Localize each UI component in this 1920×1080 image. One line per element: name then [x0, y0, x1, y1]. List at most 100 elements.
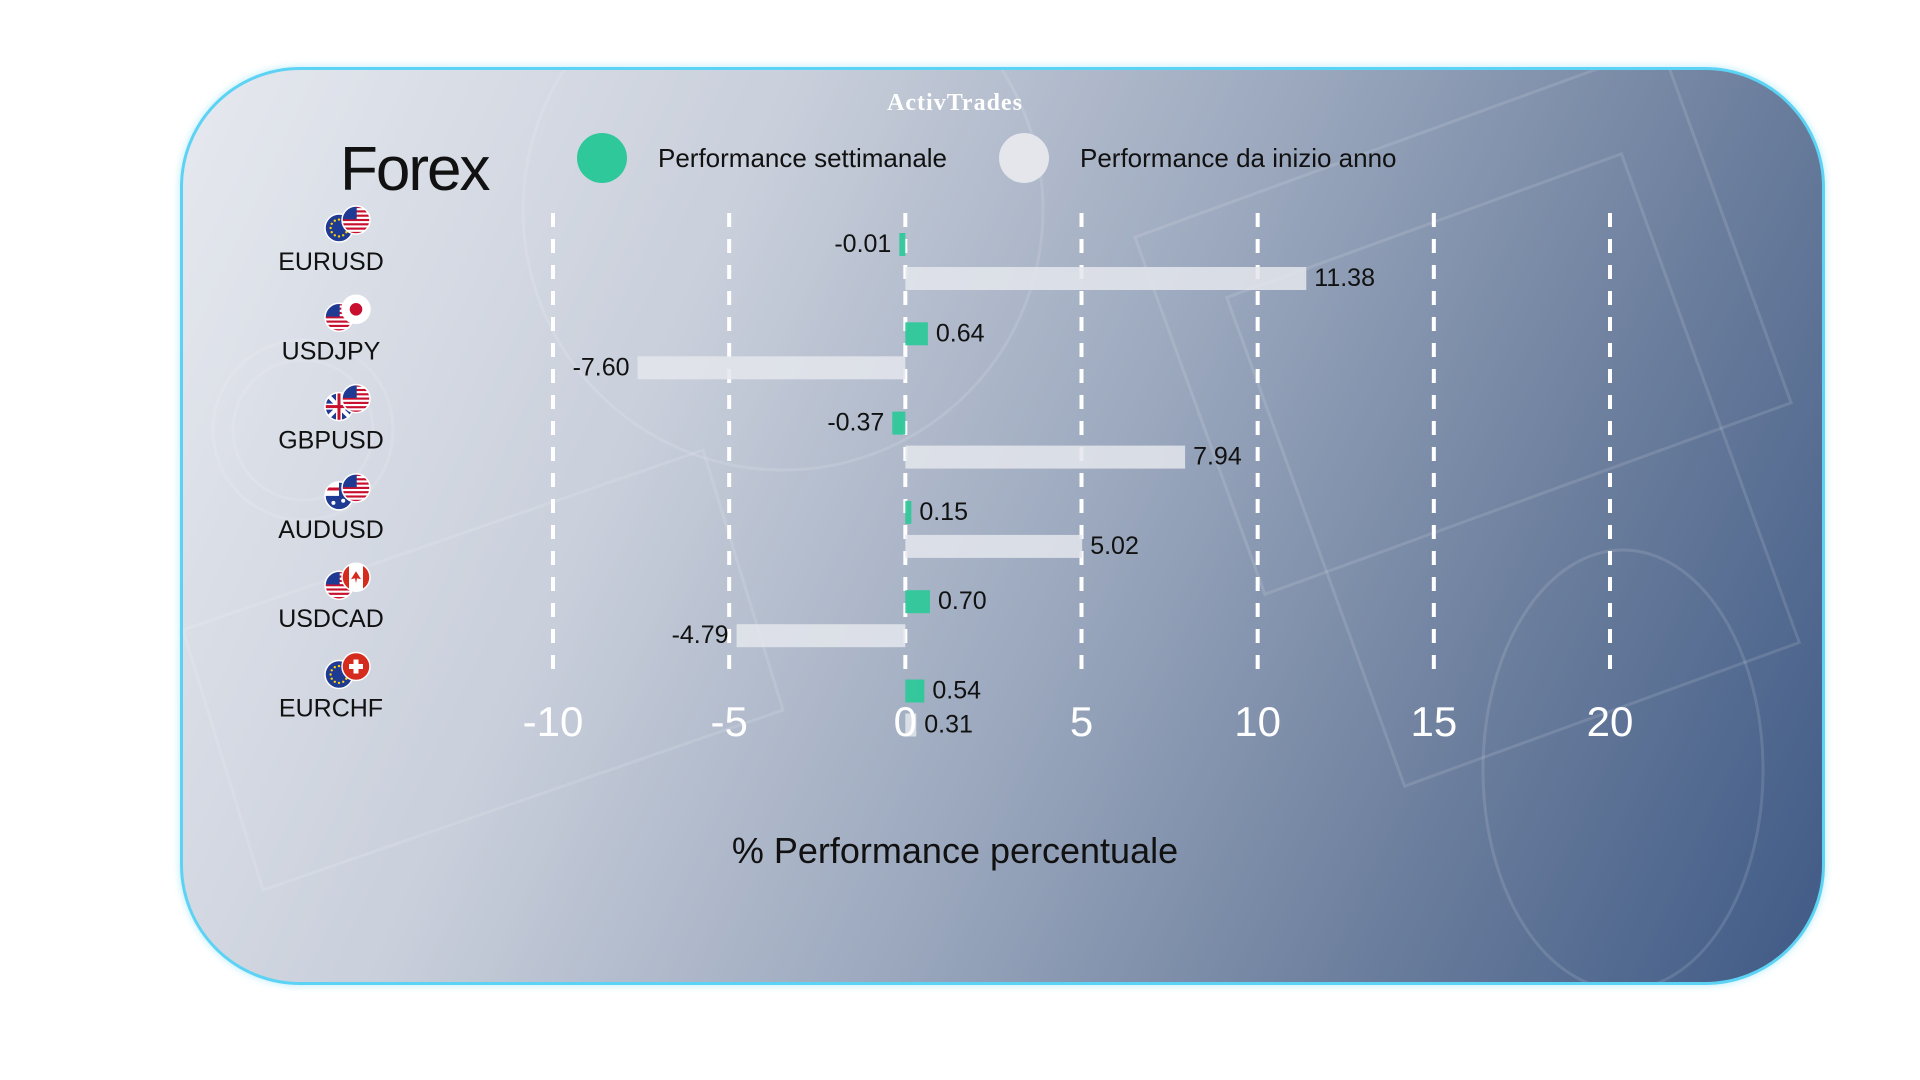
ytd-value-label: 11.38: [1314, 264, 1375, 292]
legend-label-2: Performance da inizio anno: [1080, 143, 1397, 173]
ytd-bar: [905, 534, 1083, 558]
ca-flag-icon: [342, 563, 370, 592]
x-tick-label: -10: [523, 698, 584, 745]
x-axis-label: % Performance percentuale: [732, 830, 1178, 871]
flag-cross-red: [325, 487, 339, 491]
flag-star: [330, 677, 333, 680]
flag-stripe: [342, 231, 370, 234]
ytd-bar: [736, 624, 906, 648]
bars: -0.01 11.38 0.64 -7.60 -0.37 7.94 0.15 5.02 0.70…: [573, 230, 1375, 739]
flag-stripe: [342, 218, 370, 222]
flag-star: [342, 680, 345, 683]
us-flag-icon: [342, 384, 370, 413]
weekly-value-label: 0.64: [936, 319, 985, 347]
category-labels: EURUSD USDJPY GBPUSD AUDUSD USDCAD EURCHF: [278, 205, 384, 723]
flag-stripe: [325, 329, 353, 332]
category-gbpusd: GBPUSD: [278, 383, 384, 455]
flag-star: [333, 666, 336, 669]
flag-stripe: [342, 410, 370, 413]
weekly-value-label: 0.54: [932, 677, 981, 705]
flag-cross: [353, 659, 359, 674]
flag-leaf: [351, 571, 361, 584]
flag-stripe: [325, 320, 353, 323]
flag-stripe: [325, 324, 353, 327]
weekly-bar: [905, 500, 912, 524]
x-tick-label: 10: [1234, 698, 1281, 745]
flag-band: [363, 563, 370, 592]
flag-star: [331, 500, 336, 505]
category-label: EURUSD: [278, 248, 384, 276]
flag-stripe: [342, 227, 370, 230]
x-tick-label: 20: [1587, 698, 1634, 745]
x-tick-labels: -10 -5 0 5 10 15 20: [523, 698, 1634, 745]
weekly-value-label: 0.70: [938, 587, 987, 615]
flag-stripe: [342, 406, 370, 409]
category-eurchf: EURCHF: [279, 651, 383, 723]
us-flag-icon: [342, 206, 370, 234]
flag-stripe: [342, 499, 370, 502]
category-label: AUDUSD: [278, 516, 384, 544]
flag-stripe: [325, 592, 353, 595]
flag-outline: [341, 651, 371, 682]
flag-star: [341, 498, 346, 503]
ch-flag-icon: [342, 652, 370, 681]
flag-outline: [341, 562, 371, 592]
weekly-bar: [905, 590, 930, 614]
flag-stripe: [325, 588, 353, 591]
flag-star: [345, 231, 348, 234]
weekly-bar: [905, 679, 925, 703]
legend-swatch-2: [999, 133, 1049, 183]
flag-disc: [349, 303, 363, 316]
category-audusd: AUDUSD: [278, 473, 384, 544]
flag-stripe: [342, 397, 370, 400]
ytd-bar: [905, 445, 1186, 469]
flag-outline: [341, 383, 371, 414]
flag-outline: [341, 294, 371, 325]
banknote-background: [183, 70, 1802, 982]
weekly-bar: [892, 411, 906, 435]
activtrades-logo: ActivTrades: [887, 90, 1023, 116]
x-tick-label: 0: [894, 698, 917, 745]
flag-star: [330, 669, 333, 672]
ytd-value-label: 7.94: [1193, 443, 1242, 471]
x-tick-label: 5: [1070, 698, 1093, 745]
category-label: EURCHF: [279, 695, 383, 723]
ytd-value-label: 5.02: [1090, 532, 1139, 560]
chart-title: Forex: [340, 135, 490, 204]
flag-stripe: [342, 491, 370, 494]
weekly-bar: [899, 233, 906, 256]
flag-star: [330, 222, 333, 225]
legend-label-1: Performance settimanale: [658, 143, 947, 173]
flag-star: [333, 219, 336, 222]
flag-stripe: [325, 316, 353, 319]
category-usdcad: USDCAD: [278, 562, 384, 633]
weekly-value-label: 0.15: [919, 498, 968, 526]
flag-star: [337, 681, 341, 685]
flag-band: [342, 563, 349, 592]
weekly-value-label: -0.01: [834, 230, 891, 258]
category-label: USDCAD: [278, 605, 384, 633]
flag-stripe: [342, 223, 370, 226]
chart-card: ActivTrades Forex Performance settimanal…: [180, 67, 1825, 985]
flag-star: [337, 218, 341, 221]
flag-stripe: [325, 597, 353, 600]
brand-name: ActivTrades: [887, 90, 1023, 116]
legend: Performance settimanale Performance da in…: [577, 133, 1397, 183]
flag-cross-red: [337, 392, 341, 421]
flag-star: [337, 664, 341, 668]
x-tick-label: 15: [1410, 698, 1457, 745]
flag-star: [333, 680, 336, 683]
category-usdjpy: USDJPY: [282, 294, 381, 365]
flag-star: [342, 234, 345, 237]
us-flag-icon: [342, 473, 370, 502]
flag-stripe: [342, 401, 370, 404]
jp-flag-icon: [342, 295, 370, 324]
ytd-bar: [905, 267, 1307, 290]
weekly-value-label: -0.37: [827, 409, 884, 437]
flag-stripe: [342, 495, 370, 498]
flag-star: [330, 231, 333, 234]
ytd-value-label: -4.79: [672, 621, 729, 649]
weekly-bar: [905, 322, 928, 346]
flag-stripe: [342, 486, 370, 489]
x-tick-label: -5: [710, 698, 747, 745]
